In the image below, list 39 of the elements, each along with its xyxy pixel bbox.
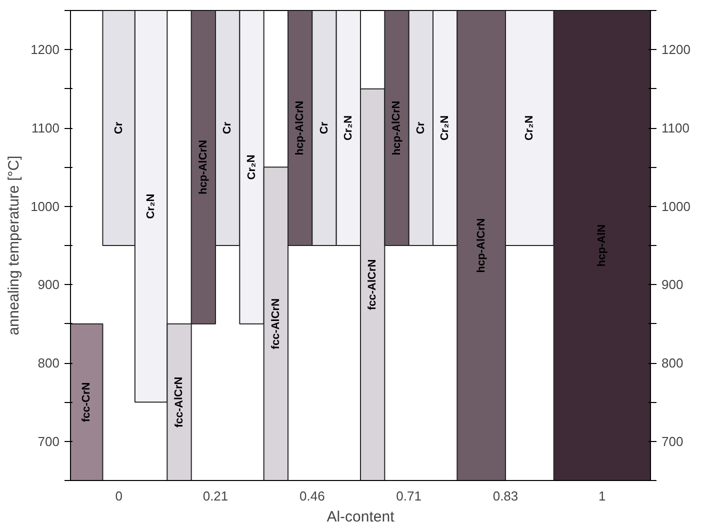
x-tick-label: 1 xyxy=(598,488,606,504)
series-label: hcp-AlN xyxy=(596,224,608,267)
x-tick-label: 0 xyxy=(115,488,122,504)
text: Cr₂N xyxy=(145,194,158,219)
y-tick-label: 1000 xyxy=(30,198,60,214)
series-label: Cr₂N xyxy=(342,115,354,141)
x-tick-label: 0.71 xyxy=(396,488,422,504)
text: Cr₂N xyxy=(439,115,452,141)
y-axis-title: annealing temperature [°C] xyxy=(6,156,23,336)
text: fcc-AlCrN xyxy=(173,376,186,428)
text: Cr₂N xyxy=(524,115,536,141)
x-tick-label: 0.46 xyxy=(300,488,325,504)
text: Cr xyxy=(112,122,125,134)
text: fcc-AlCrN xyxy=(366,259,379,310)
text: Cr xyxy=(414,122,427,134)
y2-tick-label: 900 xyxy=(662,277,684,292)
y2-tick-label: 1100 xyxy=(662,120,690,136)
y2-tick-label: 1200 xyxy=(662,42,690,58)
text: hcp-AlCrN xyxy=(475,218,488,273)
y-tick-label: 1200 xyxy=(30,42,60,58)
y-tick-label: 800 xyxy=(38,356,60,370)
y-tick-label: 700 xyxy=(38,434,60,449)
y2-tick-label: 1000 xyxy=(662,198,690,214)
x-tick-label: 0.83 xyxy=(492,488,518,504)
bar xyxy=(70,323,104,480)
text: Cr xyxy=(318,122,330,134)
text: hcp-AlCrN xyxy=(294,100,306,156)
x-tick-label: 0.21 xyxy=(202,488,228,504)
x-axis-title: Al-content xyxy=(326,508,396,526)
y2-tick-label: 800 xyxy=(662,356,684,370)
y2-tick-label: 700 xyxy=(662,434,684,449)
text: Cr₂N xyxy=(246,154,258,180)
y-tick-label: 1100 xyxy=(32,120,60,136)
series-label: fcc-AlCrN xyxy=(270,298,282,350)
series-label: fcc-CrN xyxy=(80,382,93,422)
y-tick-label: 900 xyxy=(38,277,60,292)
text: hcp-AlCrN xyxy=(390,100,403,156)
series-label: Cr xyxy=(222,121,234,134)
series-label: hcp-AlCrN xyxy=(197,140,210,194)
